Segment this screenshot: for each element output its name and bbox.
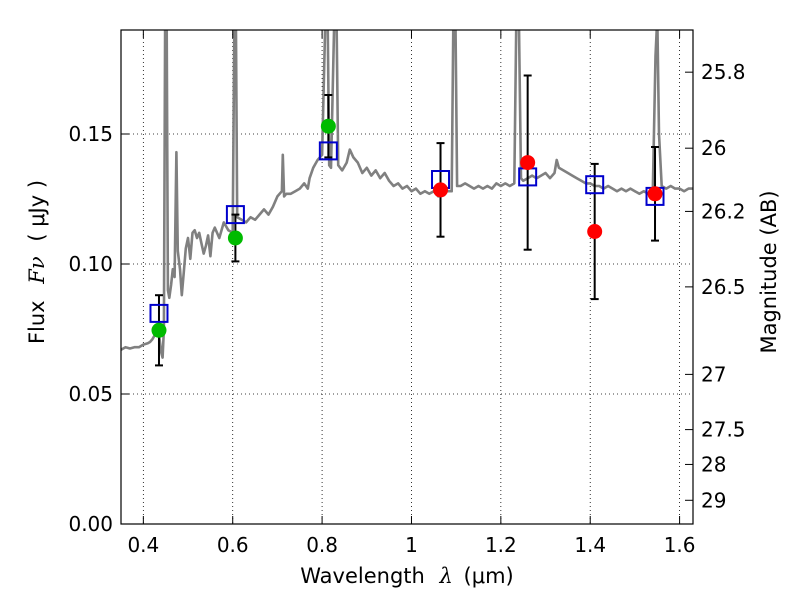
y-axis-label: Flux Fν ( μJy ) — [25, 180, 49, 344]
observed-point-optical — [227, 230, 243, 246]
observed-point-nir — [587, 224, 603, 239]
grid-lines — [121, 30, 693, 525]
errorbar-layer — [154, 74, 660, 367]
x-tick-label: 0.8 — [306, 533, 338, 557]
y-axis-label-main: Flux — [25, 300, 49, 344]
x-tick-label: 1 — [405, 533, 418, 557]
y-tick-label: 0.00 — [68, 512, 113, 536]
model-photometry-layer — [149, 141, 665, 323]
x-tick-label: 0.4 — [127, 533, 159, 557]
model-photometry-square — [585, 175, 605, 195]
observed-point-optical — [320, 118, 336, 134]
observed-point-nir — [433, 182, 449, 198]
y2-tick-label: 28 — [701, 452, 726, 476]
x-axis-label-symbol: λ — [439, 564, 453, 588]
y-tick-label: 0.05 — [68, 382, 113, 406]
y-tick-label: 0.10 — [68, 252, 113, 276]
y-tick-label: 0.15 — [68, 122, 113, 146]
plot-frame — [120, 29, 694, 525]
x-tick-label: 1.6 — [664, 533, 696, 557]
y2-tick-label: 25.8 — [701, 60, 746, 84]
model-spectrum-line — [121, 30, 693, 359]
y-axis-label-symbol: Fν — [25, 256, 49, 285]
x-axis-label-main: Wavelength — [300, 564, 425, 588]
y-axis-ticks: 0.00 0.05 0.10 0.15 — [68, 122, 129, 536]
y2-tick-label: 26.5 — [701, 275, 746, 299]
x-axis-ticks: 0.4 0.6 0.8 1 1.2 1.4 1.6 — [127, 30, 696, 557]
x-tick-label: 0.6 — [217, 533, 249, 557]
model-photometry-square — [149, 303, 169, 323]
y2-tick-label: 27.5 — [701, 418, 746, 442]
observed-points-layer — [151, 118, 663, 338]
y2-tick-label: 29 — [701, 488, 726, 512]
model-spectrum-layer — [121, 30, 693, 359]
y2-axis-ticks: 25.8 26 26.2 26.5 27 27.5 28 29 — [685, 60, 746, 512]
y-axis-label-unit: ( μJy ) — [25, 180, 49, 242]
x-tick-label: 1.2 — [485, 533, 517, 557]
observed-point-optical — [151, 322, 167, 338]
x-axis-label: Wavelength λ (μm) — [300, 564, 513, 588]
y2-tick-label: 26.2 — [701, 199, 746, 223]
y2-tick-label: 26 — [701, 136, 726, 160]
x-axis-label-unit: (μm) — [464, 564, 514, 588]
y2-tick-label: 27 — [701, 362, 726, 386]
observed-point-nir — [647, 186, 663, 202]
observed-point-nir — [520, 155, 536, 171]
y2-axis-label: Magnitude (AB) — [757, 190, 781, 353]
x-tick-label: 1.4 — [574, 533, 606, 557]
model-photometry-square — [225, 205, 245, 225]
model-photometry-square — [318, 141, 338, 161]
